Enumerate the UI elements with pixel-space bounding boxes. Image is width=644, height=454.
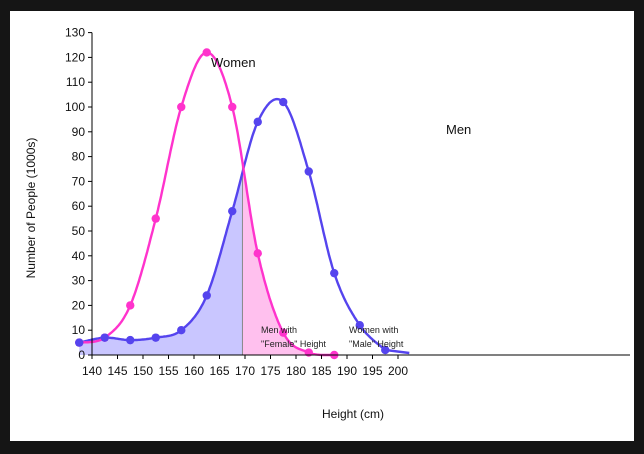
x-tick-label-150: 150 — [133, 364, 153, 378]
x-tick-label-170: 170 — [235, 364, 255, 378]
y-tick-label-70: 70 — [72, 174, 86, 188]
data-point-men-12 — [381, 345, 390, 355]
data-point-women-6 — [228, 102, 237, 112]
data-point-men-9 — [304, 167, 313, 176]
y-tick-label-120: 120 — [65, 50, 85, 64]
annotation-men-female-line2: "Female" Height — [261, 339, 326, 349]
data-point-women-5 — [202, 48, 211, 57]
annotation-women-male-line2: "Male" Height — [349, 339, 404, 349]
data-point-men-6 — [228, 206, 237, 216]
y-tick-label-40: 40 — [72, 249, 86, 263]
x-tick-label-190: 190 — [337, 364, 357, 378]
men-female-height-area — [79, 175, 243, 355]
y-tick-label-20: 20 — [72, 298, 86, 312]
y-tick-label-90: 90 — [72, 125, 86, 139]
data-point-men-4 — [177, 326, 186, 335]
y-axis-label: Number of People (1000s) — [24, 138, 38, 279]
data-point-women-4 — [177, 102, 186, 112]
women-male-height-area — [242, 164, 335, 355]
y-tick-label-80: 80 — [72, 150, 86, 164]
y-tick-label-0: 0 — [78, 348, 85, 362]
data-point-men-10 — [330, 268, 339, 278]
data-point-men-7 — [253, 117, 262, 127]
data-point-women-2 — [126, 301, 135, 310]
data-point-men-3 — [151, 333, 160, 342]
height-distribution-chart: 0 10 20 30 40 50 60 70 80 90 100 110 120 130 140 145 150… — [24, 26, 630, 421]
y-tick-label-100: 100 — [65, 100, 85, 114]
y-tick-label-130: 130 — [65, 26, 85, 40]
y-tick-label-30: 30 — [72, 274, 86, 288]
y-tick-label-50: 50 — [72, 224, 86, 238]
series-label-men: Men — [446, 122, 471, 137]
x-tick-label-200: 200 — [388, 364, 408, 378]
data-point-men-1 — [100, 333, 109, 342]
data-point-men-5 — [202, 291, 211, 300]
chart-frame: 0 10 20 30 40 50 60 70 80 90 100 110 120 130 140 145 150… — [10, 11, 634, 441]
data-point-women-8 — [279, 328, 288, 337]
data-point-men-11 — [355, 321, 364, 330]
data-point-men-2 — [126, 335, 135, 345]
data-point-women-3 — [151, 214, 160, 223]
x-tick-label-195: 195 — [362, 364, 382, 378]
series-label-women: Women — [211, 55, 256, 70]
annotation-men-female-line1: Men with — [261, 325, 297, 335]
y-tick-label-110: 110 — [66, 75, 85, 89]
x-tick-label-140: 140 — [82, 364, 102, 378]
x-tick-label-160: 160 — [184, 364, 204, 378]
data-point-women-7 — [253, 249, 262, 258]
x-tick-label-175: 175 — [260, 364, 280, 378]
x-tick-label-145: 145 — [107, 364, 127, 378]
y-tick-label-60: 60 — [72, 199, 86, 213]
x-tick-label-180: 180 — [286, 364, 306, 378]
x-tick-label-155: 155 — [158, 364, 178, 378]
data-point-men-8 — [279, 97, 288, 107]
y-tick-label-10: 10 — [72, 323, 86, 337]
x-axis-label: Height (cm) — [322, 407, 384, 421]
x-tick-label-165: 165 — [209, 364, 229, 378]
annotation-women-male-line1: Women with — [349, 325, 398, 335]
data-point-men-0 — [75, 338, 84, 347]
x-tick-label-185: 185 — [311, 364, 331, 378]
